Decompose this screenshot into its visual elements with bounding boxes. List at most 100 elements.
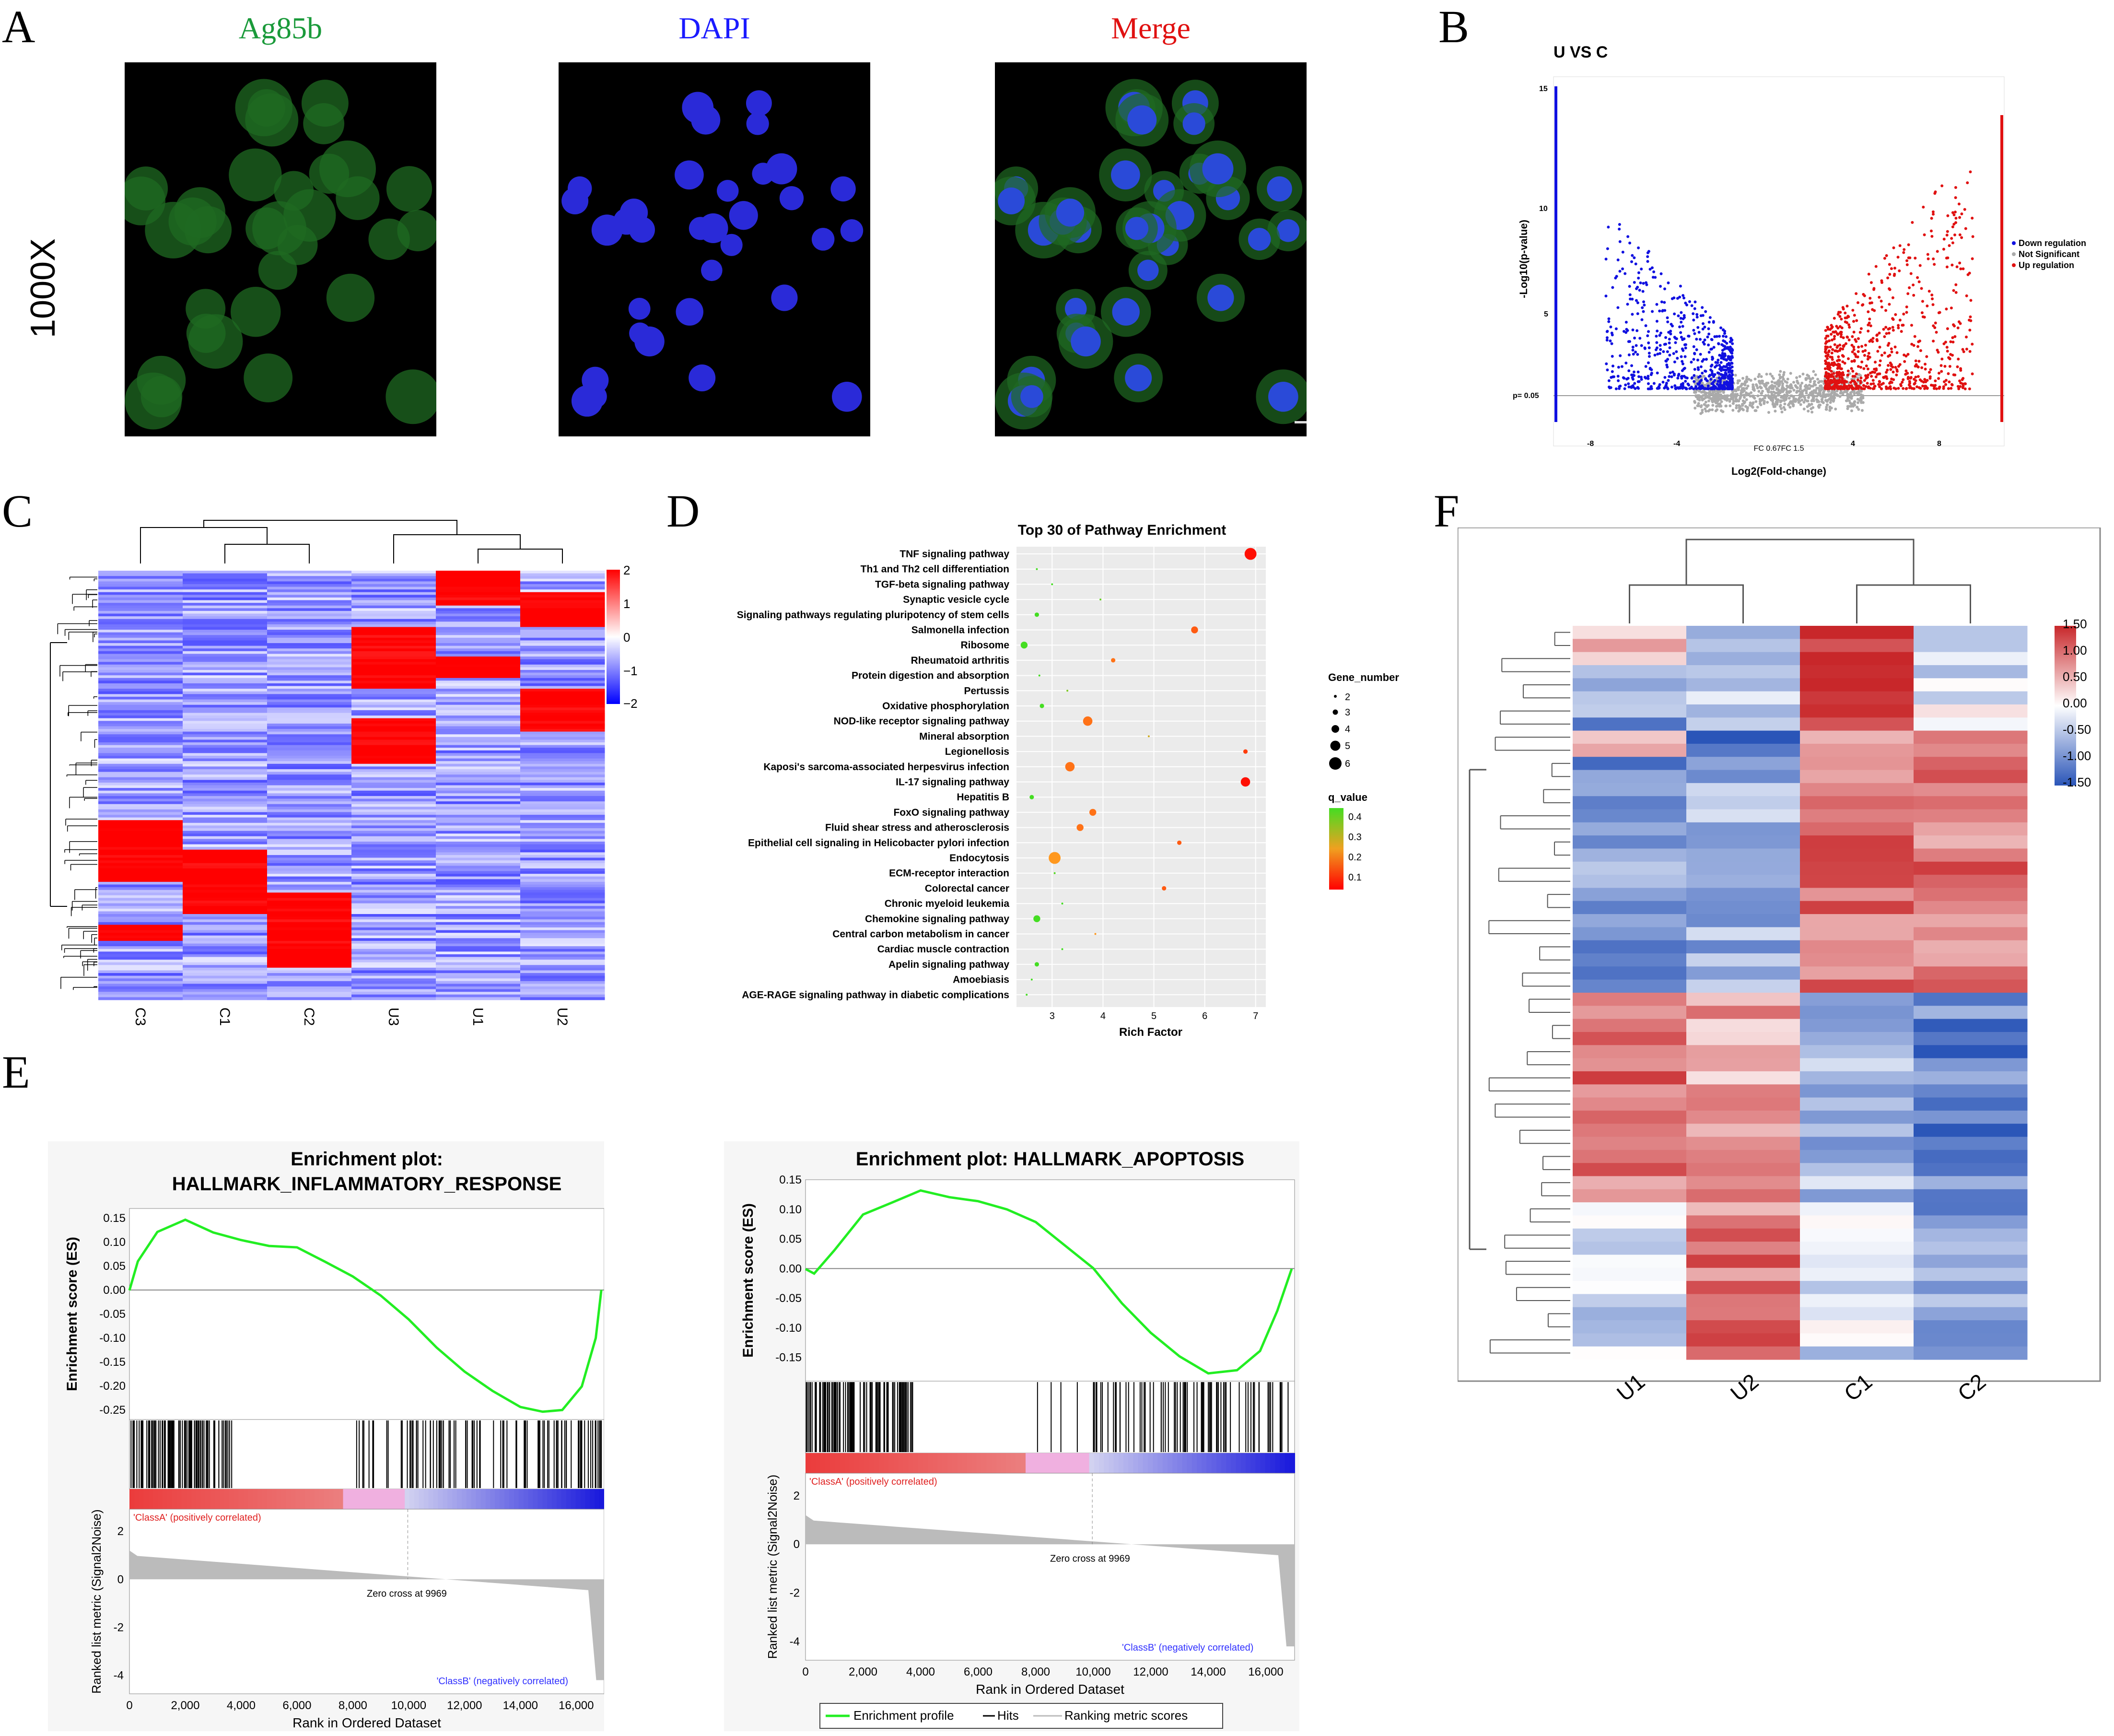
heatmap-cell	[520, 986, 605, 990]
rank-colorbar-segment	[177, 1489, 182, 1509]
volcano-point	[1824, 408, 1828, 411]
heatmap-cell	[351, 914, 436, 917]
heatmap-cell	[267, 689, 352, 692]
rank-colorbar-segment	[480, 1489, 486, 1509]
volcano-point	[1698, 395, 1701, 399]
heatmap-c-column-labels: C3 C1 C2 U3 U1 U2	[132, 1008, 570, 1026]
volcano-point	[1962, 267, 1965, 270]
volcano-title: U VS C	[1553, 43, 1608, 61]
volcano-point	[1665, 386, 1669, 389]
rank-colorbar-segment	[1099, 1453, 1105, 1473]
rank-colorbar-segment	[844, 1453, 850, 1473]
heatmap-cell	[436, 654, 521, 657]
pathway-label: Central carbon metabolism in cancer	[832, 929, 1009, 940]
heatmap-cell	[1573, 1215, 1687, 1229]
heatmap-cell	[520, 686, 605, 689]
heatmap-cell	[183, 833, 268, 837]
heatmap-cell	[183, 571, 268, 574]
volcano-point	[1683, 355, 1687, 358]
rank-colorbar-segment	[186, 1489, 192, 1509]
heatmap-cell	[98, 645, 183, 649]
heatmap-cell	[267, 820, 352, 823]
volcano-point	[1684, 346, 1687, 350]
heatmap-cell	[351, 608, 436, 611]
heatmap-cell	[98, 691, 183, 694]
heatmap-cell	[520, 981, 605, 984]
volcano-point	[1814, 373, 1817, 376]
heatmap-cell	[98, 895, 183, 898]
volcano-point	[1837, 311, 1840, 314]
volcano-point	[1624, 361, 1628, 364]
volcano-point	[1935, 330, 1938, 334]
rank-colorbar-segment	[305, 1489, 311, 1509]
volcano-point	[1931, 303, 1935, 306]
volcano-point	[1717, 358, 1720, 362]
heatmap-cell	[351, 571, 436, 574]
volcano-point	[1833, 361, 1836, 364]
volcano-point	[1666, 350, 1669, 353]
heatmap-cell	[267, 946, 352, 950]
volcano-point	[1795, 385, 1798, 388]
volcano-point	[1685, 303, 1688, 306]
heatmap-cell	[1800, 940, 1914, 954]
volcano-point	[1641, 306, 1644, 309]
volcano-point	[1866, 382, 1869, 385]
volcano-point	[1627, 340, 1630, 343]
volcano-point	[1661, 309, 1664, 313]
volcano-point	[1617, 365, 1620, 369]
heatmap-cell	[351, 876, 436, 880]
heatmap-cell	[183, 839, 268, 842]
volcano-point	[1810, 402, 1813, 406]
volcano-point	[1607, 379, 1611, 382]
volcano-point	[1621, 267, 1624, 270]
heatmap-cell	[98, 745, 183, 748]
heatmap-cell	[436, 707, 521, 711]
heatmap-cell	[267, 815, 352, 818]
x-tick: 10,000	[391, 1699, 426, 1712]
heatmap-cell	[183, 613, 268, 617]
volcano-point	[1715, 335, 1718, 338]
heatmap-cell	[267, 630, 352, 633]
volcano-point	[1658, 383, 1661, 387]
heatmap-cell	[436, 686, 521, 689]
volcano-point	[1918, 264, 1922, 267]
heatmap-cell	[183, 981, 268, 984]
volcano-point	[1770, 390, 1773, 394]
volcano-point	[1852, 345, 1856, 349]
volcano-point	[1750, 391, 1753, 394]
heatmap-cell	[183, 721, 268, 724]
volcano-point	[1843, 362, 1846, 365]
volcano-point	[1838, 343, 1842, 347]
rank-colorbar-segment	[952, 1453, 958, 1473]
heatmap-cell	[183, 876, 268, 880]
heatmap-cell	[520, 713, 605, 716]
heatmap-cell	[183, 973, 268, 976]
volcano-point	[1931, 297, 1934, 301]
dendrogram-branch	[478, 549, 563, 563]
volcano-point	[1872, 382, 1875, 386]
volcano-point	[1767, 411, 1770, 414]
volcano-point	[1681, 375, 1684, 378]
heatmap-cell	[1573, 1150, 1687, 1163]
heatmap-cell	[1914, 914, 2028, 927]
dendrogram-branch	[60, 976, 97, 989]
volcano-point	[1668, 346, 1671, 350]
heatmap-cell	[267, 927, 352, 931]
rank-colorbar-segment	[466, 1489, 472, 1509]
heatmap-cell	[267, 879, 352, 882]
volcano-point	[1605, 339, 1609, 342]
heatmap-cell	[1914, 1071, 2028, 1085]
volcano-point	[1940, 184, 1944, 188]
heatmap-cell	[1686, 691, 1800, 705]
heatmap-cell	[98, 890, 183, 893]
heatmap-cell	[1914, 993, 2028, 1006]
bubble-point	[1111, 658, 1116, 663]
rank-colorbar-segment	[319, 1489, 325, 1509]
heatmap-cell	[183, 965, 268, 968]
bubble-point	[1066, 690, 1069, 692]
heatmap-cell	[520, 906, 605, 909]
heatmap-cell	[98, 651, 183, 654]
heatmap-cell	[183, 766, 268, 770]
heatmap-cell	[267, 758, 352, 762]
heatmap-cell	[183, 887, 268, 891]
